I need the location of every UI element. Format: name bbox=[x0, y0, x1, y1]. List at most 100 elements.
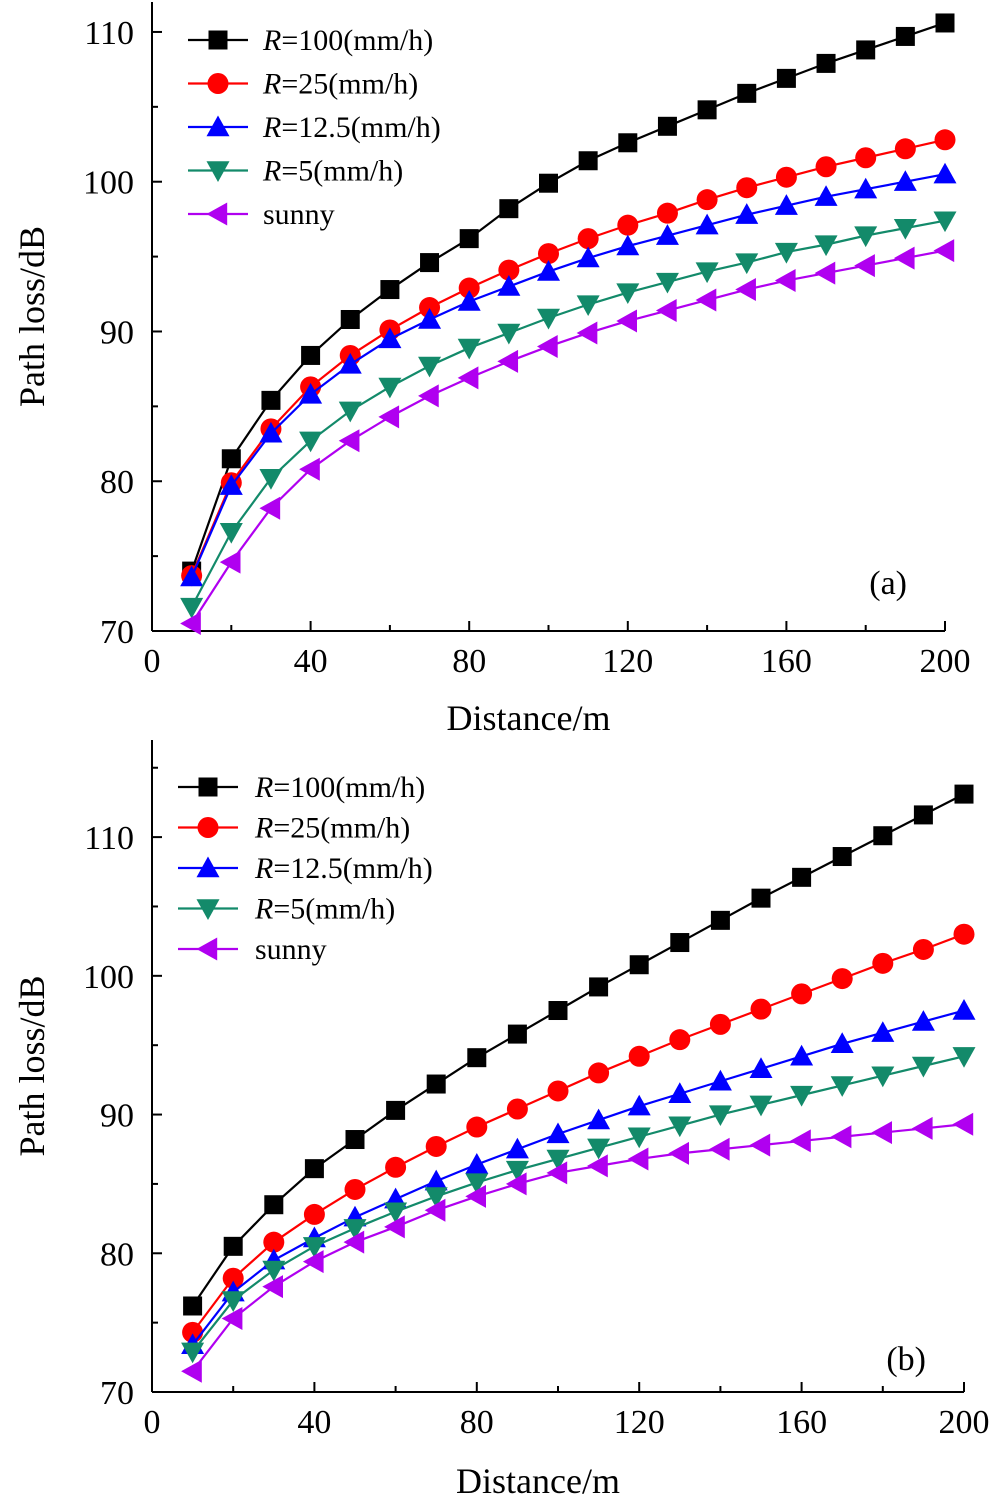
series-4 bbox=[180, 239, 955, 636]
data-point bbox=[457, 366, 479, 390]
chart-panel-a: 0 40 80 120 160 200 70 80 90 100 110 Distance/m Path… bbox=[12, 2, 971, 738]
legend-label-value: =100(mm/h) bbox=[281, 24, 433, 57]
legend-item: sunny bbox=[178, 933, 327, 966]
x-tick-label: 200 bbox=[939, 1404, 990, 1441]
data-point bbox=[222, 1267, 244, 1289]
data-point bbox=[587, 1154, 608, 1178]
data-point bbox=[537, 308, 560, 330]
data-point bbox=[831, 968, 853, 990]
data-point bbox=[655, 272, 679, 294]
x-tick-label: 160 bbox=[776, 1404, 827, 1441]
series-2 bbox=[181, 999, 976, 1355]
data-point bbox=[457, 338, 481, 360]
legend-label-value: =25(mm/h) bbox=[273, 812, 410, 845]
data-point bbox=[546, 1122, 570, 1144]
series-2 bbox=[180, 162, 957, 587]
data-point bbox=[708, 1069, 732, 1091]
data-point bbox=[774, 242, 798, 264]
x-tick-label: 80 bbox=[460, 1404, 494, 1441]
data-point bbox=[419, 297, 441, 319]
data-point bbox=[343, 1230, 365, 1254]
data-point bbox=[871, 1066, 895, 1088]
legend: R=100(mm/h)R=25(mm/h)R=12.5(mm/h)R=5(mm/… bbox=[188, 24, 441, 231]
data-point bbox=[221, 1306, 243, 1330]
y-tick-label: 100 bbox=[83, 165, 134, 202]
legend-label-value: =12.5(mm/h) bbox=[273, 852, 432, 885]
x-tick-label: 0 bbox=[144, 1404, 161, 1441]
legend-label: R=100(mm/h) bbox=[254, 771, 425, 804]
data-point bbox=[695, 262, 719, 284]
data-point bbox=[751, 888, 771, 908]
legend-marker bbox=[206, 115, 230, 137]
data-point bbox=[576, 295, 600, 317]
data-point bbox=[911, 1116, 933, 1140]
data-point bbox=[219, 474, 243, 495]
data-point bbox=[547, 1080, 569, 1102]
data-point bbox=[424, 1169, 448, 1191]
data-point bbox=[180, 565, 204, 587]
series-0 bbox=[183, 784, 974, 1316]
data-point bbox=[384, 1215, 405, 1239]
x-tick-label: 40 bbox=[297, 1404, 331, 1441]
data-point bbox=[814, 185, 838, 206]
data-point bbox=[499, 199, 519, 219]
legend-marker bbox=[208, 30, 228, 50]
data-point bbox=[655, 224, 679, 245]
data-point bbox=[506, 1098, 528, 1120]
legend-label: sunny bbox=[255, 933, 327, 966]
data-point bbox=[380, 280, 400, 300]
data-point bbox=[538, 243, 559, 265]
data-point bbox=[299, 382, 323, 404]
data-point bbox=[338, 401, 362, 423]
data-point bbox=[181, 1342, 205, 1364]
y-tick-label: 110 bbox=[84, 820, 134, 857]
data-point bbox=[952, 1047, 976, 1068]
legend-label-value: =5(mm/h) bbox=[281, 155, 403, 188]
x-tick-label: 120 bbox=[602, 643, 653, 680]
data-point bbox=[670, 933, 690, 953]
data-point bbox=[952, 999, 976, 1020]
data-point bbox=[954, 784, 974, 804]
data-point bbox=[871, 1021, 895, 1042]
data-point bbox=[537, 334, 558, 358]
legend: R=100(mm/h)R=25(mm/h)R=12.5(mm/h)R=5(mm/… bbox=[178, 771, 433, 966]
data-point bbox=[735, 253, 759, 275]
legend-item: R=12.5(mm/h) bbox=[178, 852, 433, 885]
legend-marker bbox=[206, 161, 230, 182]
data-point bbox=[378, 327, 402, 349]
data-point bbox=[735, 278, 756, 302]
data-point bbox=[656, 202, 678, 224]
y-tick-label: 80 bbox=[100, 464, 134, 501]
data-point bbox=[628, 1045, 650, 1067]
data-point bbox=[498, 259, 520, 281]
legend-marker bbox=[197, 817, 219, 838]
data-point bbox=[792, 867, 812, 887]
data-point bbox=[854, 254, 875, 278]
data-point bbox=[616, 283, 640, 305]
data-point bbox=[457, 290, 481, 311]
data-point bbox=[259, 496, 281, 520]
legend-item: R=12.5(mm/h) bbox=[188, 111, 441, 144]
data-point bbox=[669, 1029, 691, 1051]
data-point bbox=[539, 173, 558, 193]
legend-label-variable: R bbox=[262, 155, 281, 188]
x-tick-label: 40 bbox=[294, 643, 328, 680]
data-point bbox=[627, 1127, 651, 1149]
data-point bbox=[774, 269, 796, 293]
data-point bbox=[616, 309, 637, 333]
data-point bbox=[708, 1105, 732, 1127]
x-axis-title: Distance/m bbox=[456, 1461, 620, 1501]
data-point bbox=[497, 323, 521, 345]
data-point bbox=[304, 1159, 324, 1179]
data-point bbox=[695, 288, 717, 312]
legend-label-variable: R bbox=[254, 812, 273, 845]
data-point bbox=[262, 1260, 286, 1282]
data-point bbox=[384, 1202, 408, 1224]
data-point bbox=[219, 550, 241, 574]
data-point bbox=[589, 977, 609, 997]
y-tick-label: 70 bbox=[100, 614, 134, 651]
data-point bbox=[953, 923, 975, 945]
y-axis-title: Path loss/dB bbox=[12, 226, 52, 407]
data-point bbox=[221, 449, 241, 469]
